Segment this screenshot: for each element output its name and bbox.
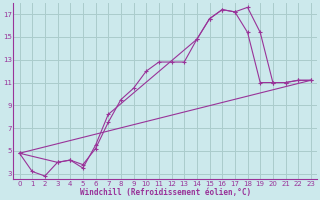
X-axis label: Windchill (Refroidissement éolien,°C): Windchill (Refroidissement éolien,°C) [80,188,251,197]
